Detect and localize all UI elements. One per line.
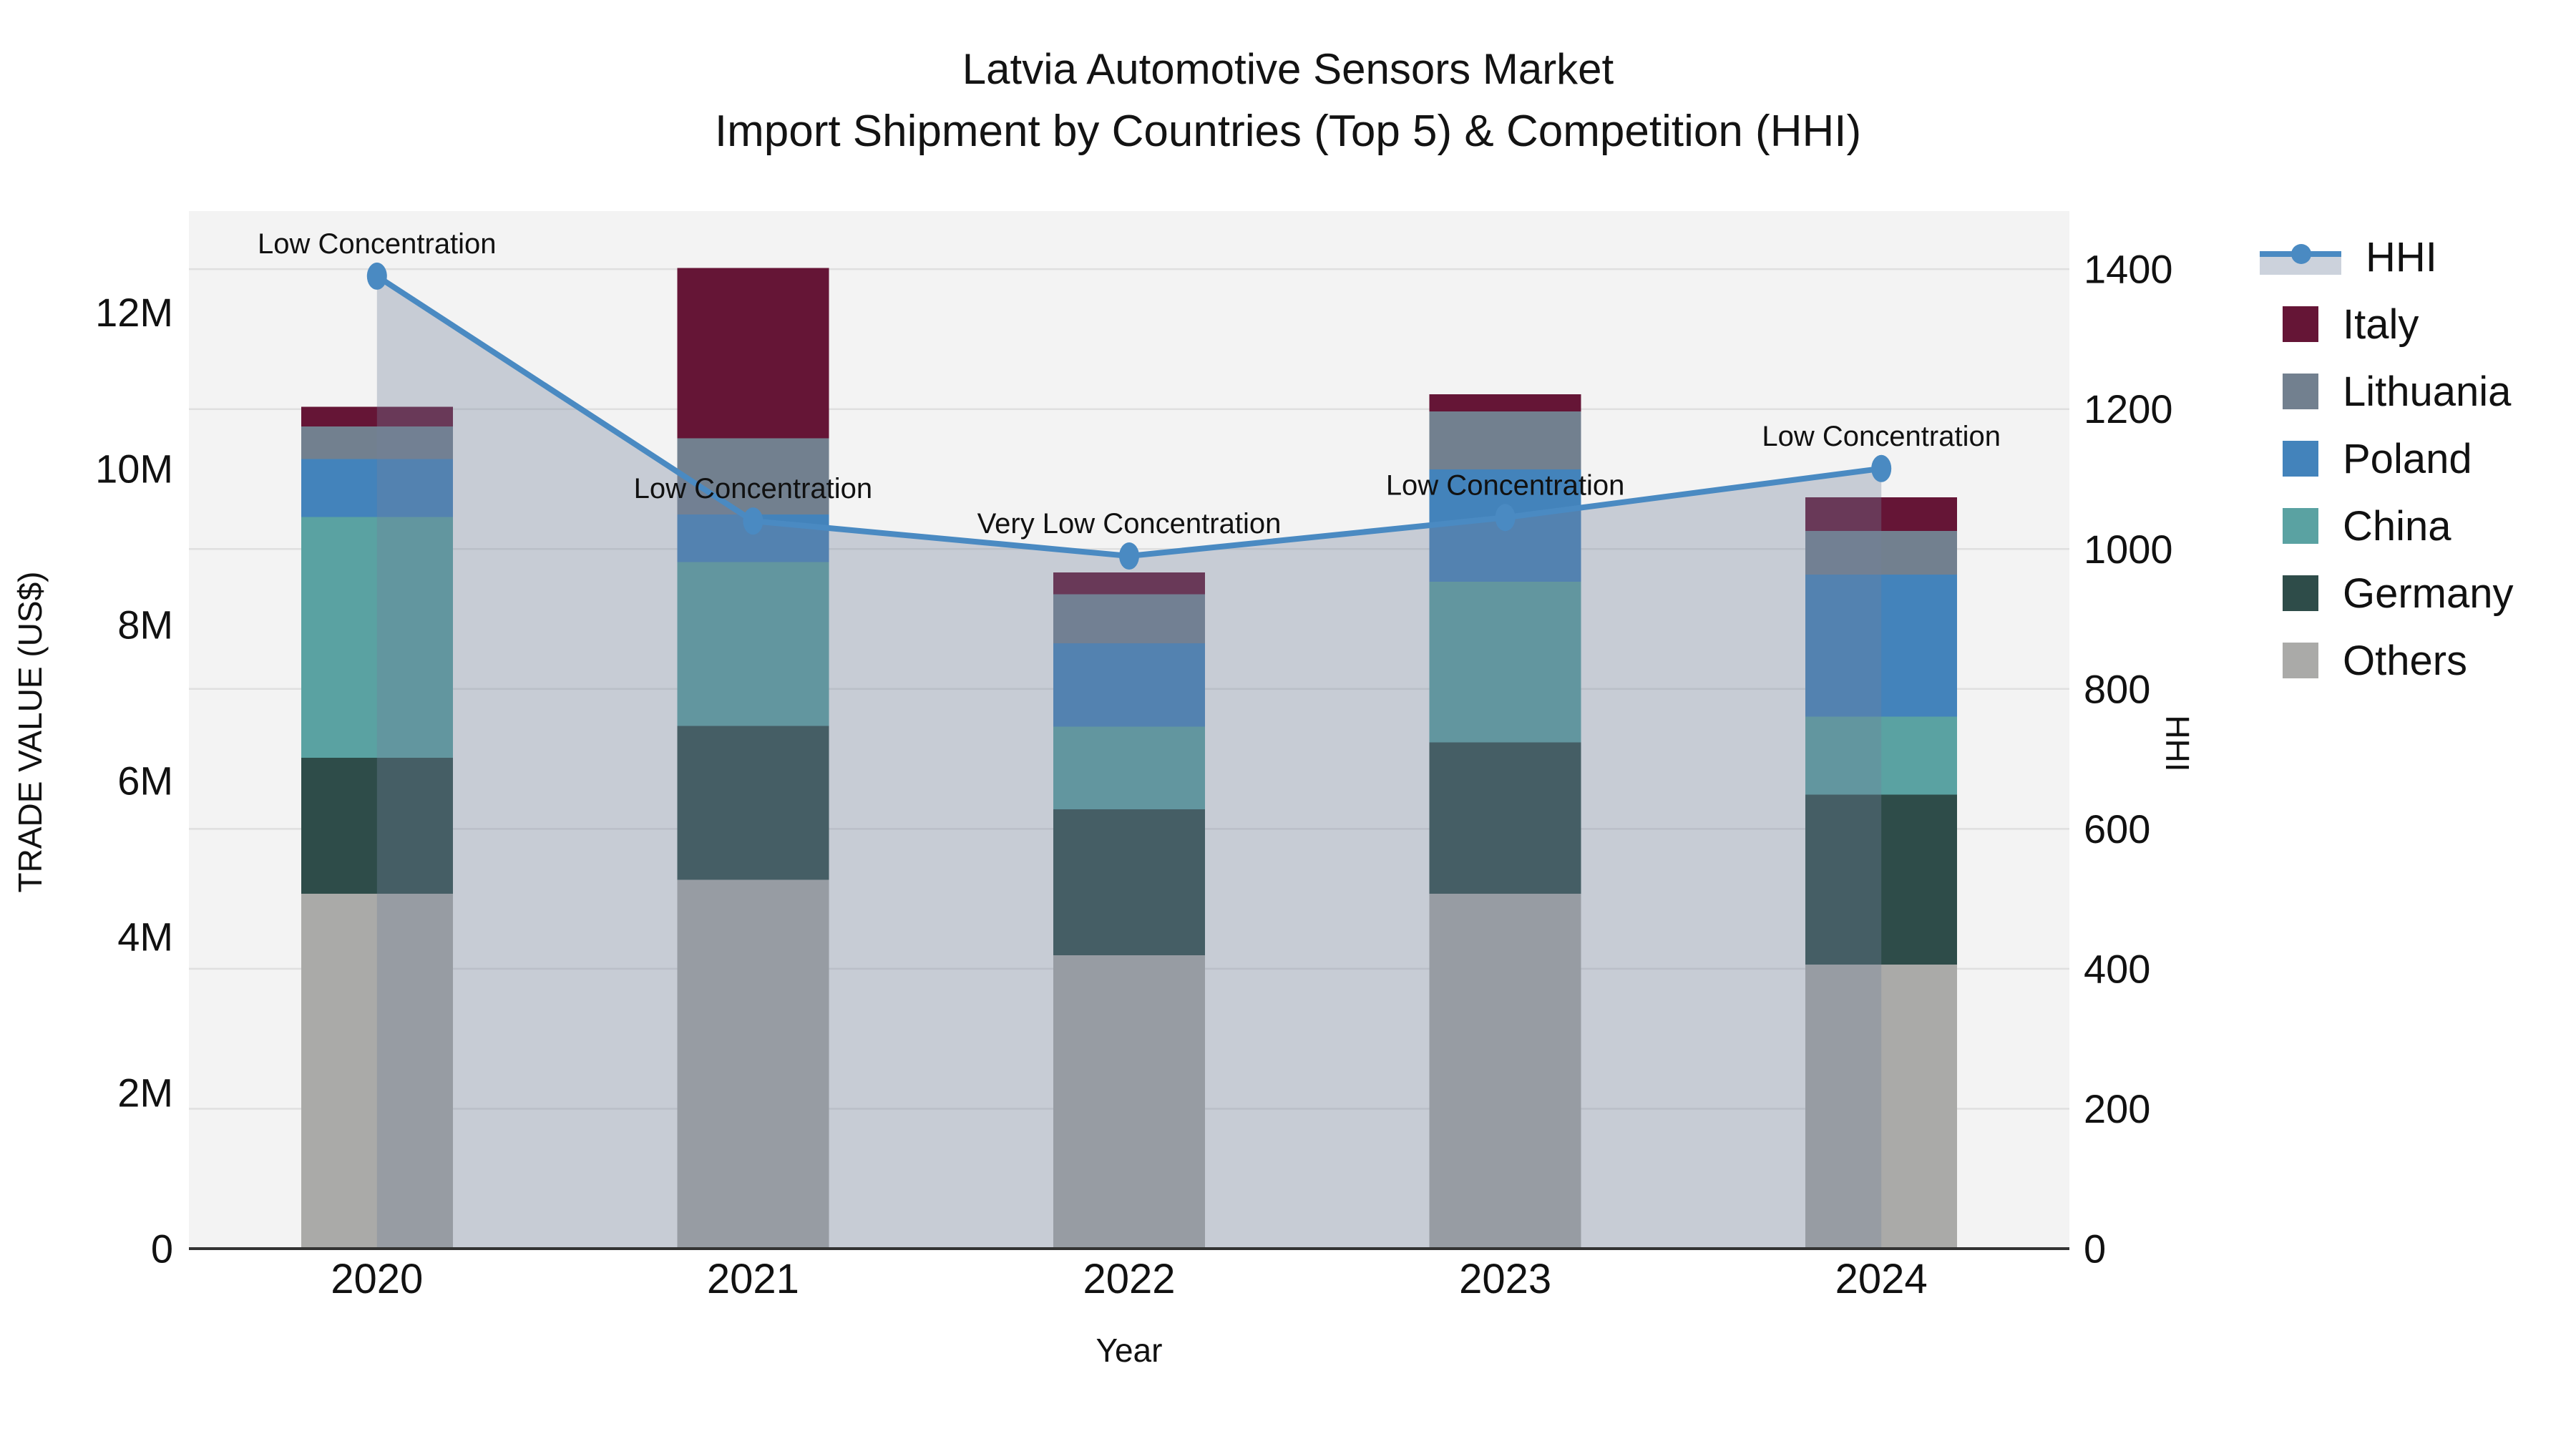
legend-label: Italy [2343, 301, 2419, 348]
bar-segment-2024-italy [1805, 497, 1958, 531]
y-left-tick-label: 12M [95, 290, 173, 335]
y-left-tick-label: 4M [117, 914, 173, 959]
legend-label: HHI [2366, 233, 2437, 280]
hhi-marker-2024 [1871, 454, 1892, 482]
hhi-marker-2020 [366, 262, 387, 290]
bar-segment-2022-others [1053, 955, 1205, 1249]
hhi-marker-dot-icon [2291, 244, 2311, 264]
x-axis-title: Year [1096, 1332, 1163, 1369]
y-right-tick-label: 1400 [2084, 247, 2173, 292]
hhi-annotation-2021: Low Concentration [634, 473, 873, 504]
y-right-tick-label: 1000 [2084, 527, 2173, 572]
legend-swatch [2283, 575, 2318, 611]
bar-segment-2022-china [1053, 726, 1205, 810]
legend-item-italy: Italy [2260, 291, 2514, 358]
hhi-line-legend-icon [2260, 235, 2341, 279]
legend-label: Others [2343, 637, 2468, 684]
legend-label: China [2343, 502, 2451, 550]
y-axis-left-title: TRADE VALUE (US$) [11, 571, 49, 893]
hhi-annotation-2024: Low Concentration [1762, 421, 2001, 452]
bar-segment-2023-germany [1429, 742, 1581, 894]
y-axis-right-title: HHI [2159, 715, 2196, 772]
bar-segment-2021-others [677, 879, 829, 1249]
bar-segment-2020-poland [301, 459, 453, 517]
bar-segment-2023-italy [1429, 394, 1581, 412]
legend-item-china: China [2260, 492, 2514, 560]
legend-label: Poland [2343, 435, 2472, 482]
x-tick-label-2020: 2020 [331, 1256, 423, 1302]
bar-segment-2021-china [677, 562, 829, 726]
bar-segment-2022-germany [1053, 809, 1205, 956]
hhi-annotation-2020: Low Concentration [258, 228, 497, 260]
bar-segment-2023-china [1429, 581, 1581, 743]
y-left-tick-label: 2M [117, 1070, 173, 1115]
legend-item-lithuania: Lithuania [2260, 358, 2514, 425]
bar-segment-2021-lithuania [677, 438, 829, 515]
legend-item-hhi: HHI [2260, 223, 2514, 291]
bar-segment-2022-poland [1053, 643, 1205, 727]
bar-segment-2020-italy [301, 406, 453, 426]
bar-segment-2023-others [1429, 893, 1581, 1249]
y-right-tick-label: 400 [2084, 946, 2150, 991]
y-right-tick-label: 1200 [2084, 386, 2173, 431]
x-tick-label-2023: 2023 [1459, 1256, 1551, 1302]
y-right-tick-label: 0 [2084, 1226, 2106, 1272]
legend-label: Germany [2343, 570, 2514, 617]
y-left-tick-label: 0 [151, 1226, 173, 1272]
bar-segment-2024-germany [1805, 794, 1958, 965]
bar-segment-2022-italy [1053, 572, 1205, 595]
y-right-tick-label: 800 [2084, 666, 2150, 711]
y-left-tick-label: 8M [117, 602, 173, 647]
hhi-marker-2021 [743, 507, 763, 535]
y-left-tick-label: 10M [95, 446, 173, 491]
bar-segment-2021-italy [677, 268, 829, 439]
bar-segment-2024-china [1805, 716, 1958, 795]
x-tick-label-2021: 2021 [707, 1256, 799, 1302]
bar-segment-2024-others [1805, 965, 1958, 1249]
hhi-annotation-2023: Low Concentration [1386, 469, 1625, 501]
x-tick-label-2024: 2024 [1835, 1256, 1928, 1302]
legend: HHI Italy Lithuania Poland China Germany… [2260, 223, 2514, 694]
y-right-tick-label: 200 [2084, 1086, 2150, 1131]
hhi-marker-2022 [1119, 542, 1139, 570]
bar-segment-2024-lithuania [1805, 530, 1958, 575]
bar-segment-2021-germany [677, 726, 829, 880]
hhi-marker-2023 [1495, 504, 1516, 532]
legend-swatch [2283, 374, 2318, 409]
x-tick-label-2022: 2022 [1083, 1256, 1175, 1302]
legend-swatch [2283, 508, 2318, 544]
hhi-annotation-2022: Very Low Concentration [977, 508, 1282, 540]
legend-swatch [2283, 643, 2318, 678]
legend-item-poland: Poland [2260, 425, 2514, 492]
legend-item-others: Others [2260, 627, 2514, 694]
y-left-tick-label: 6M [117, 758, 173, 803]
bar-segment-2023-lithuania [1429, 411, 1581, 469]
bar-segment-2020-others [301, 893, 453, 1249]
bar-segment-2020-lithuania [301, 426, 453, 459]
bar-segment-2020-germany [301, 758, 453, 894]
bar-segment-2022-lithuania [1053, 594, 1205, 643]
bar-segment-2020-china [301, 517, 453, 758]
legend-swatch [2283, 441, 2318, 477]
legend-item-germany: Germany [2260, 560, 2514, 627]
bar-segment-2024-poland [1805, 575, 1958, 717]
y-right-tick-label: 600 [2084, 806, 2150, 852]
legend-swatch [2283, 306, 2318, 342]
legend-label: Lithuania [2343, 368, 2512, 415]
